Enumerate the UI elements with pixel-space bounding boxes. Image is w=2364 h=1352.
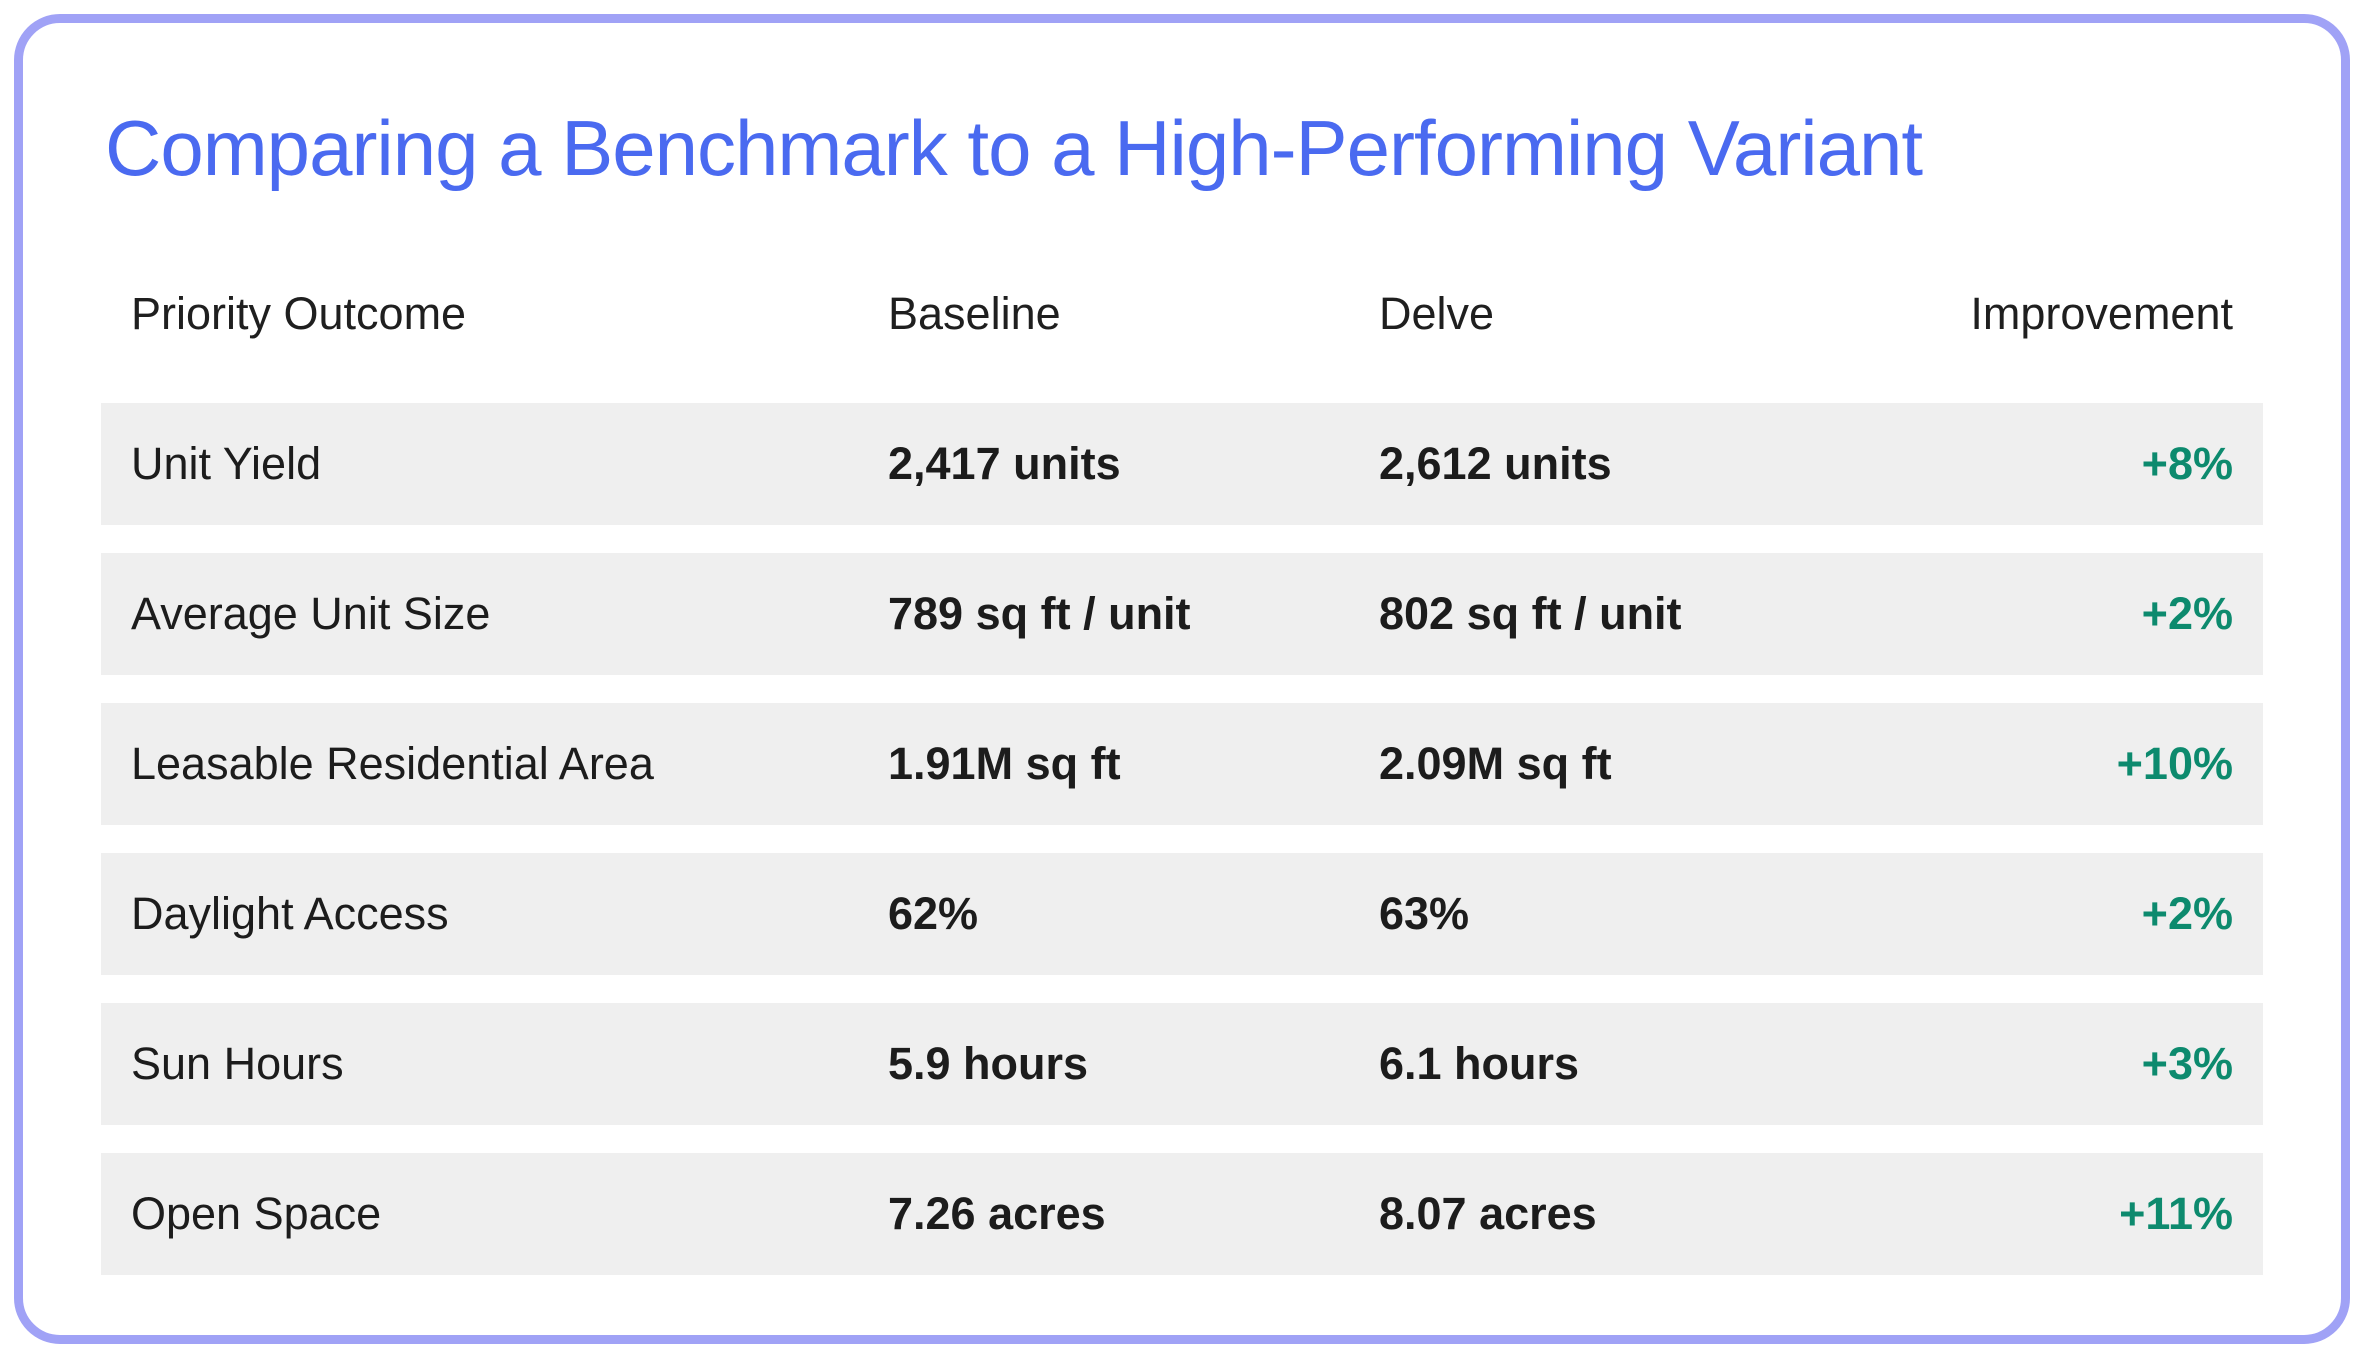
baseline-cell: 2,417 units: [888, 438, 1121, 489]
column-header-baseline: Baseline: [888, 288, 1061, 339]
table-row: Open Space 7.26 acres 8.07 acres +11%: [101, 1153, 2263, 1275]
improvement-cell: +3%: [2141, 1038, 2233, 1089]
table-header-row: Priority Outcome Baseline Delve Improvem…: [101, 287, 2263, 341]
outcome-cell: Sun Hours: [131, 1038, 344, 1089]
table-row: Leasable Residential Area 1.91M sq ft 2.…: [101, 703, 2263, 825]
delve-cell: 2,612 units: [1379, 438, 1612, 489]
baseline-cell: 62%: [888, 888, 979, 939]
improvement-cell: +8%: [2141, 438, 2233, 489]
column-header-priority-outcome: Priority Outcome: [131, 288, 467, 339]
improvement-cell: +10%: [2116, 738, 2233, 789]
improvement-cell: +11%: [2119, 1188, 2233, 1239]
baseline-cell: 1.91M sq ft: [888, 738, 1121, 789]
table-row: Daylight Access 62% 63% +2%: [101, 853, 2263, 975]
delve-cell: 802 sq ft / unit: [1379, 588, 1682, 639]
baseline-cell: 7.26 acres: [888, 1188, 1106, 1239]
outcome-cell: Open Space: [131, 1188, 382, 1239]
delve-cell: 63%: [1379, 888, 1470, 939]
improvement-cell: +2%: [2141, 888, 2233, 939]
table-body: Unit Yield 2,417 units 2,612 units +8% A…: [101, 403, 2263, 1315]
improvement-cell: +2%: [2141, 588, 2233, 639]
delve-cell: 6.1 hours: [1379, 1038, 1580, 1089]
card-content: Comparing a Benchmark to a High-Performi…: [23, 105, 2341, 1315]
comparison-card: Comparing a Benchmark to a High-Performi…: [14, 14, 2350, 1344]
delve-cell: 2.09M sq ft: [1379, 738, 1612, 789]
outcome-cell: Average Unit Size: [131, 588, 491, 639]
page-title: Comparing a Benchmark to a High-Performi…: [105, 104, 1923, 192]
delve-cell: 8.07 acres: [1379, 1188, 1597, 1239]
column-header-delve: Delve: [1379, 288, 1495, 339]
baseline-cell: 5.9 hours: [888, 1038, 1089, 1089]
outcome-cell: Unit Yield: [131, 438, 322, 489]
table-row: Average Unit Size 789 sq ft / unit 802 s…: [101, 553, 2263, 675]
table-row: Unit Yield 2,417 units 2,612 units +8%: [101, 403, 2263, 525]
outcome-cell: Leasable Residential Area: [131, 738, 654, 789]
column-header-improvement: Improvement: [1970, 288, 2233, 339]
outcome-cell: Daylight Access: [131, 888, 449, 939]
table-row: Sun Hours 5.9 hours 6.1 hours +3%: [101, 1003, 2263, 1125]
baseline-cell: 789 sq ft / unit: [888, 588, 1191, 639]
